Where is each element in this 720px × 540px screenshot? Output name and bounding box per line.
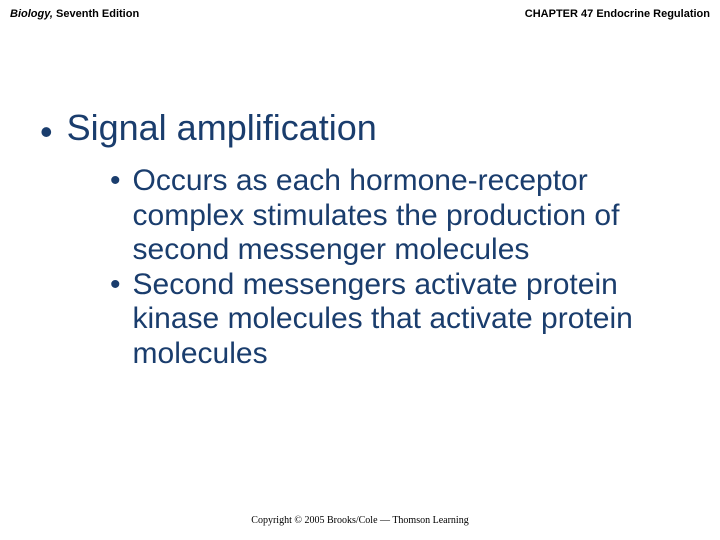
sub-bullet-list: • Occurs as each hormone-receptor comple… [40, 164, 680, 371]
bullet-dot-icon: • [40, 114, 53, 150]
main-bullet-text: Signal amplification [67, 108, 377, 148]
slide-header: Biology, Seventh Edition CHAPTER 47 Endo… [0, 0, 720, 20]
bullet-dot-icon: • [110, 268, 121, 303]
book-title-italic: Biology, [10, 8, 53, 20]
book-title-rest: Seventh Edition [53, 8, 139, 20]
sub-bullet: • Occurs as each hormone-receptor comple… [110, 164, 680, 268]
sub-bullet: • Second messengers activate protein kin… [110, 268, 680, 372]
slide-content: • Signal amplification • Occurs as each … [0, 20, 720, 371]
chapter-label: CHAPTER 47 Endocrine Regulation [525, 8, 710, 20]
main-bullet: • Signal amplification [40, 108, 680, 150]
book-title: Biology, Seventh Edition [10, 8, 139, 20]
bullet-dot-icon: • [110, 164, 121, 199]
copyright-footer: Copyright © 2005 Brooks/Cole — Thomson L… [0, 515, 720, 526]
sub-bullet-text: Second messengers activate protein kinas… [133, 268, 680, 372]
sub-bullet-text: Occurs as each hormone-receptor complex … [133, 164, 680, 268]
